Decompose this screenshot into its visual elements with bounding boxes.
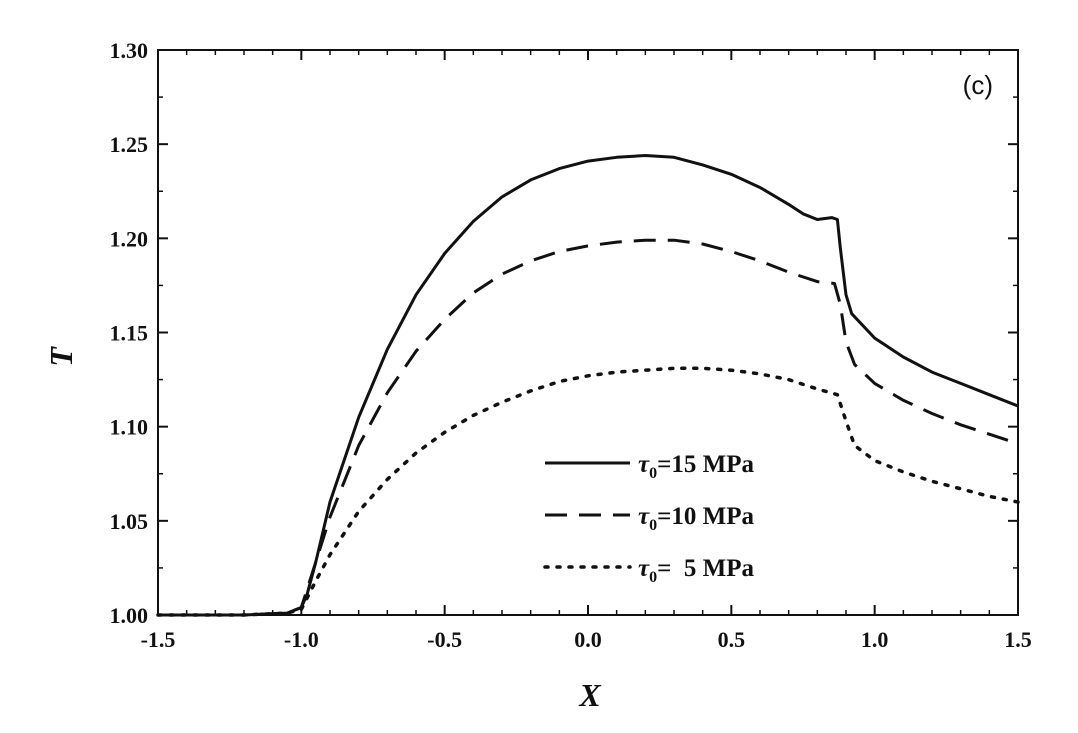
x-tick-label: 0.0 <box>574 627 602 652</box>
y-tick-label: 1.30 <box>110 38 149 63</box>
series-line-3 <box>156 366 1020 617</box>
x-axis-title: X <box>578 677 601 713</box>
legend-value: =10 MPa <box>657 503 754 530</box>
legend-subscript: 0 <box>649 569 657 586</box>
series-layer <box>156 154 1020 617</box>
y-tick-label: 1.00 <box>110 603 149 628</box>
legend-value: =15 MPa <box>657 451 754 478</box>
plot-frame <box>157 49 1019 616</box>
legend-subscript: 0 <box>649 465 657 482</box>
y-tick-label: 1.05 <box>110 509 149 534</box>
legend-label-1: τ0=15 MPa <box>638 451 754 482</box>
y-tick-label: 1.15 <box>110 321 149 346</box>
x-tick-label: -1.5 <box>141 627 176 652</box>
legend-symbol: τ <box>638 503 650 530</box>
x-tick-label: 0.5 <box>718 627 746 652</box>
series-line-1 <box>158 154 1019 617</box>
legend-value: = 5 MPa <box>657 555 754 582</box>
y-tick-label: 1.25 <box>110 132 149 157</box>
series-line-2 <box>158 238 1019 617</box>
y-tick-label: 1.20 <box>110 226 149 251</box>
y-tick-label: 1.10 <box>110 415 149 440</box>
x-tick-label: -0.5 <box>427 627 462 652</box>
y-axis-title: T <box>43 346 79 367</box>
legend-symbol: τ <box>638 555 650 582</box>
legend-subscript: 0 <box>649 517 657 534</box>
x-tick-label: -1.0 <box>284 627 319 652</box>
legend-symbol: τ <box>638 451 650 478</box>
axis-ticks: -1.5 -1.0 -0.5 0.0 0.5 1.0 1.5 1.00 1.05 1.10 1.15… <box>110 38 1032 652</box>
legend-label-2: τ0=10 MPa <box>638 503 754 534</box>
legend-label-3: τ0= 5 MPa <box>638 555 754 586</box>
x-tick-label: 1.0 <box>861 627 889 652</box>
x-tick-label: 1.5 <box>1004 627 1032 652</box>
plot-area <box>157 49 1019 616</box>
panel-label: (c) <box>963 70 993 100</box>
